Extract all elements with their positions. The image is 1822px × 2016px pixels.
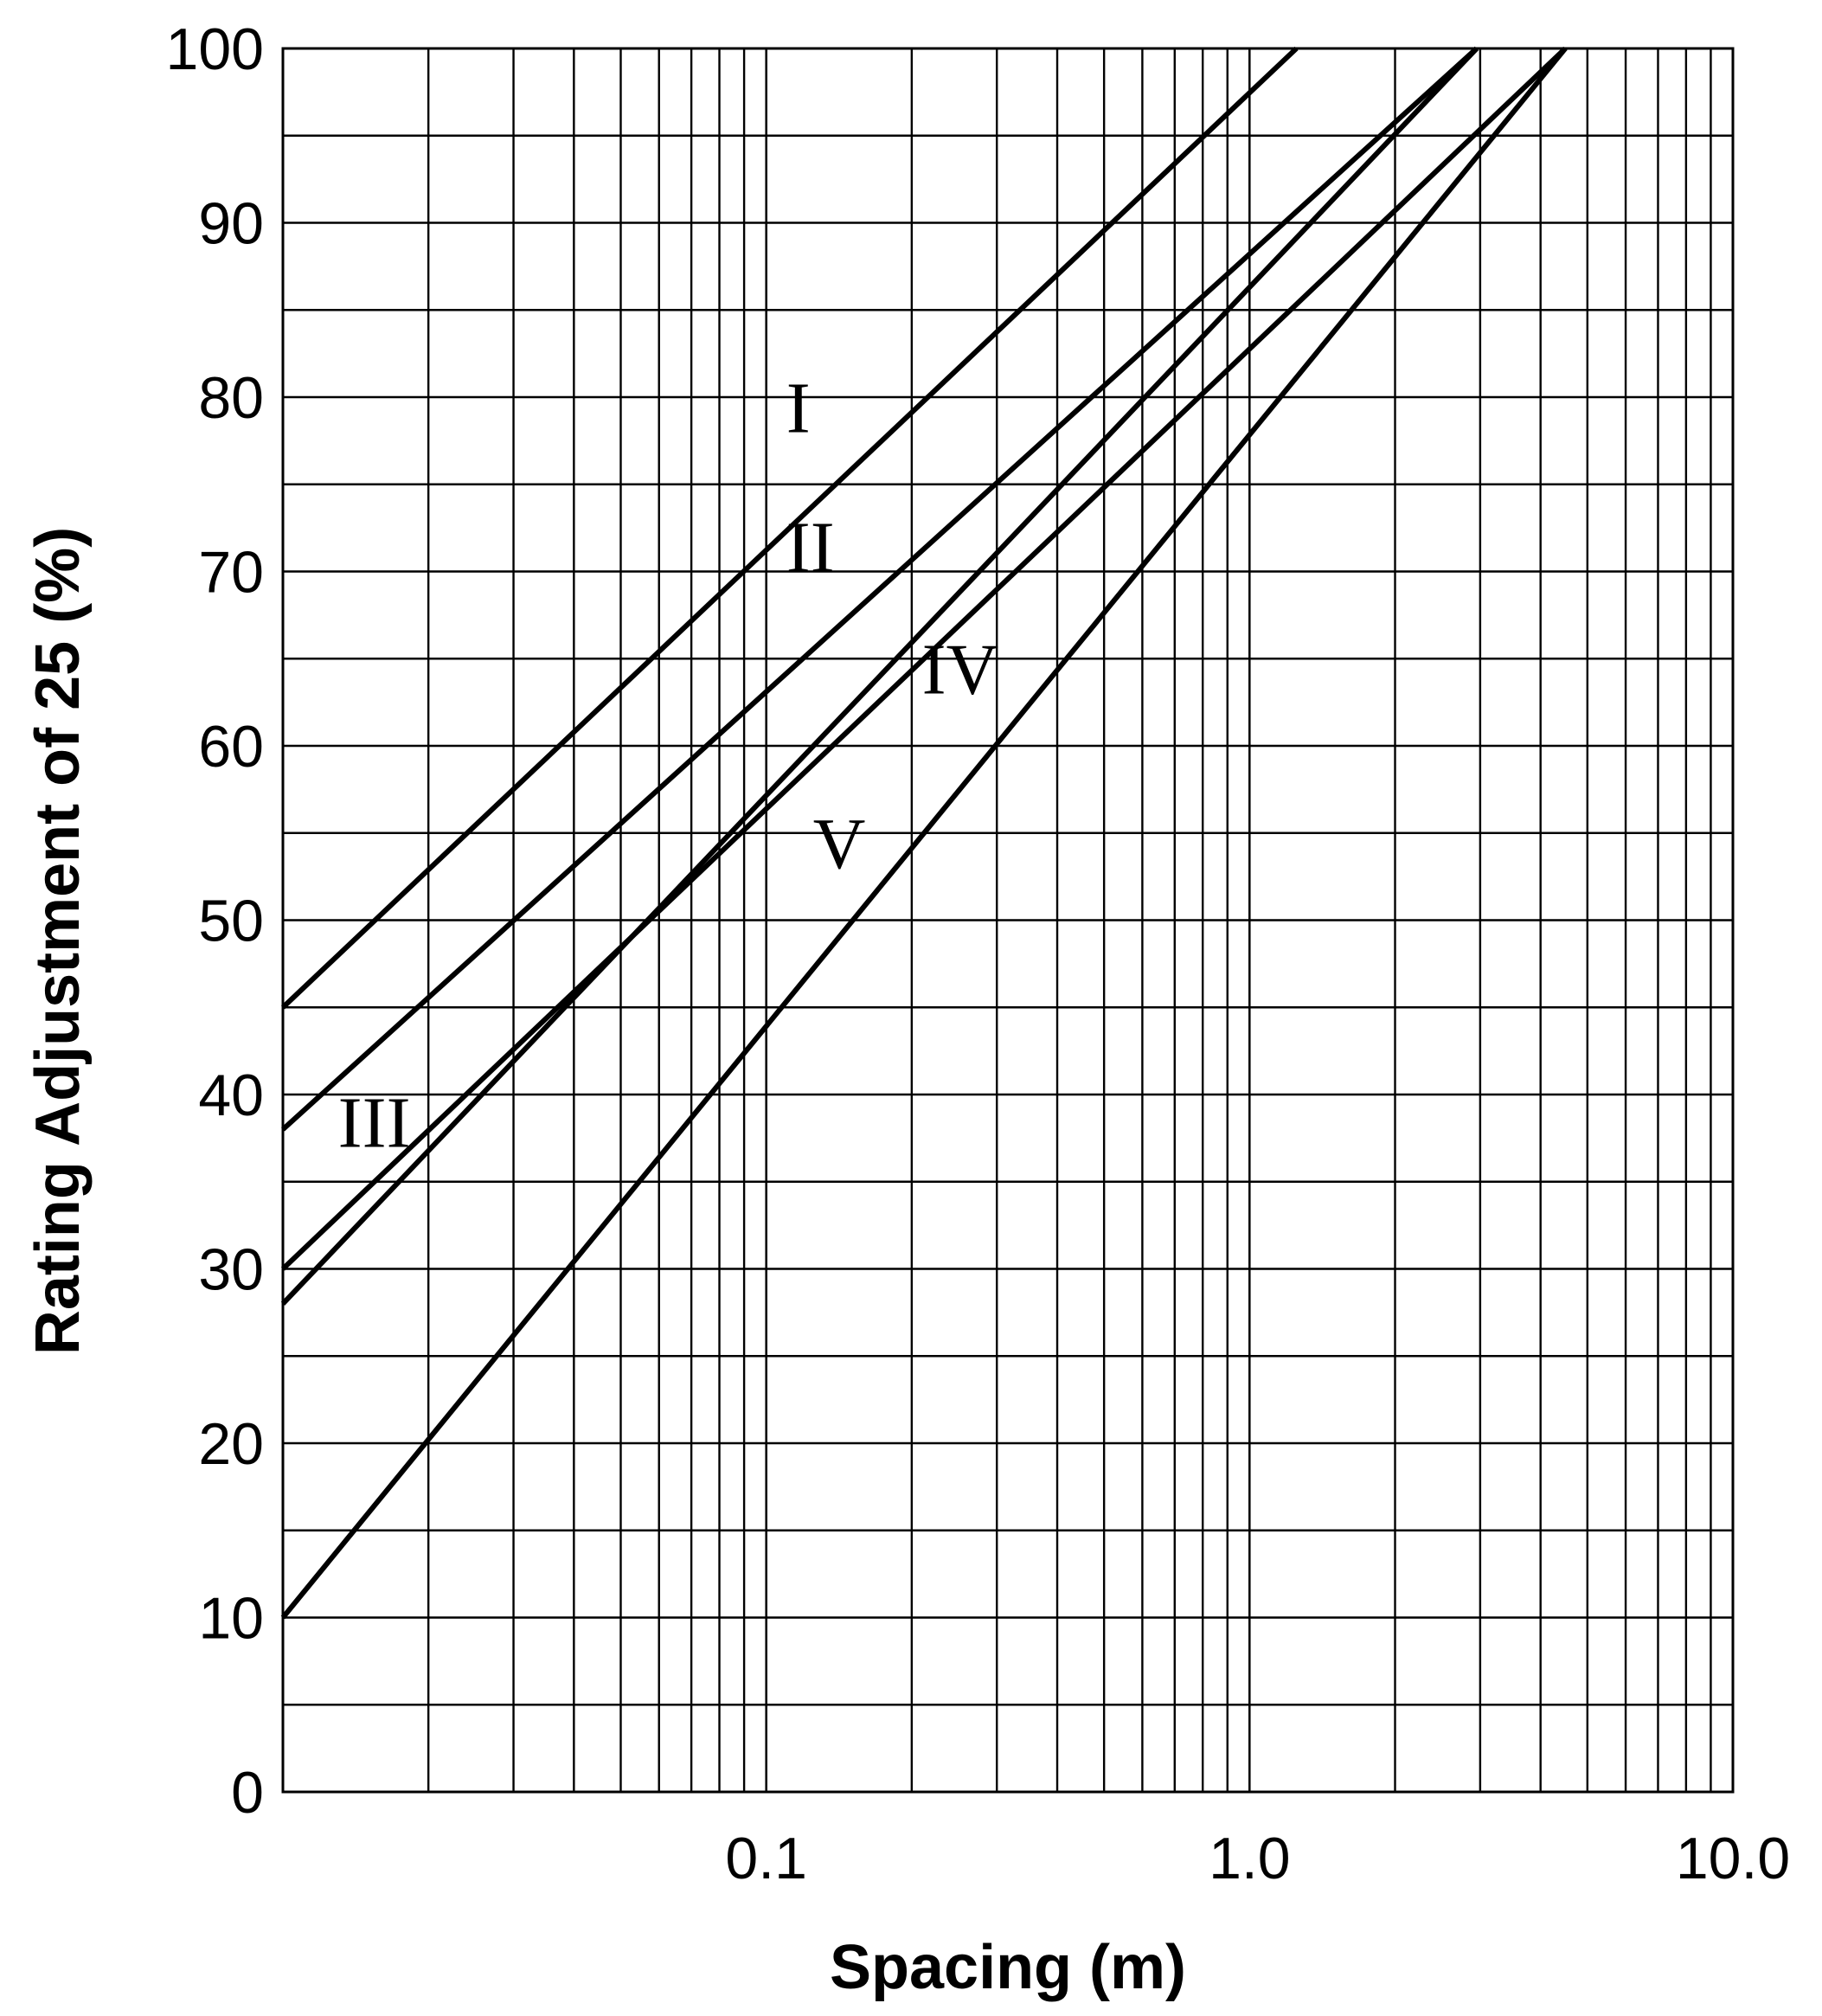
y-tick-label: 30 bbox=[198, 1237, 264, 1303]
x-tick-label: 1.0 bbox=[1209, 1826, 1291, 1891]
series-label-ii: II bbox=[786, 508, 835, 588]
y-tick-label: 60 bbox=[198, 714, 264, 780]
series-line-iv bbox=[280, 46, 1568, 1271]
grid bbox=[281, 47, 1735, 1794]
series-label-v: V bbox=[813, 804, 866, 884]
series-line-ii bbox=[280, 46, 1479, 1132]
series-lines bbox=[280, 46, 1568, 1620]
x-axis-title: Spacing (m) bbox=[830, 1933, 1186, 2002]
y-tick-label: 40 bbox=[198, 1063, 264, 1128]
y-axis-ticks: 0 10 20 30 40 50 60 70 80 90 100 bbox=[166, 16, 264, 1826]
x-tick-label: 10.0 bbox=[1676, 1826, 1790, 1891]
series-label-iii: III bbox=[338, 1082, 411, 1163]
series-label-i: I bbox=[786, 368, 811, 448]
series-line-v bbox=[280, 47, 1568, 1620]
y-tick-label: 20 bbox=[198, 1411, 264, 1477]
y-tick-label: 70 bbox=[198, 540, 264, 606]
series-label-iv: IV bbox=[922, 630, 999, 710]
x-tick-label: 0.1 bbox=[725, 1826, 807, 1891]
y-tick-label: 0 bbox=[231, 1760, 264, 1826]
y-axis-title: Rating Adjustment of 25 (%) bbox=[23, 527, 93, 1355]
y-tick-label: 50 bbox=[198, 889, 264, 954]
y-tick-label: 90 bbox=[198, 191, 264, 257]
y-tick-label: 10 bbox=[198, 1586, 264, 1652]
y-tick-label: 100 bbox=[166, 16, 264, 82]
series-line-iii bbox=[280, 46, 1479, 1306]
plot-frame bbox=[281, 47, 1735, 1794]
series-line-i bbox=[280, 46, 1299, 1010]
y-tick-label: 80 bbox=[198, 365, 264, 431]
x-axis-ticks: 0.1 1.0 10.0 bbox=[725, 1826, 1790, 1891]
